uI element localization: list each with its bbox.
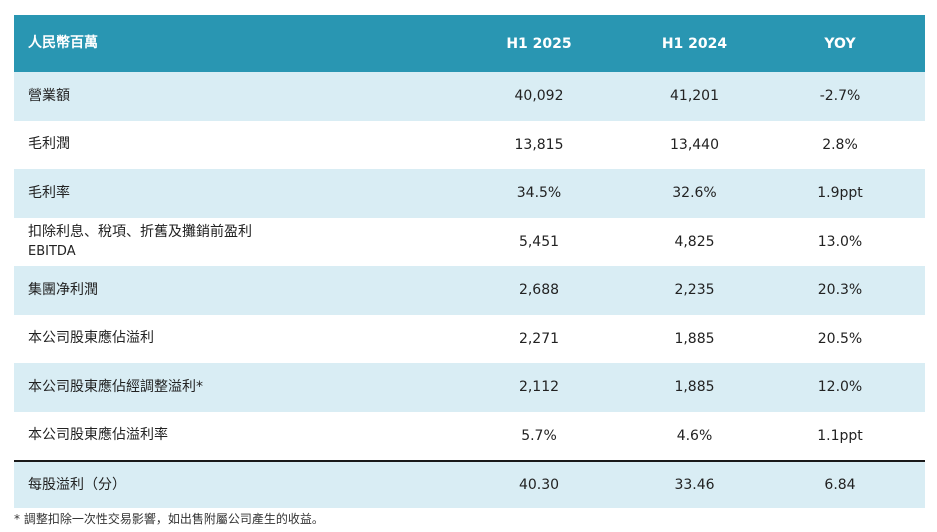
row-label: 本公司股東應佔溢利 — [28, 330, 154, 347]
value-h1-2024: 1,885 — [674, 330, 715, 347]
value-yoy: -2.7% — [819, 88, 861, 105]
row-label: 毛利率 — [28, 184, 70, 201]
value-yoy: 20.3% — [817, 282, 863, 299]
value-yoy: 1.9ppt — [817, 185, 863, 202]
value-h1-2025: 2,271 — [518, 330, 560, 347]
value-h1-2025: 34.5% — [516, 185, 562, 202]
value-h1-2024: 32.6% — [672, 185, 717, 202]
value-yoy: 12.0% — [817, 379, 863, 396]
value-h1-2024: 13,440 — [670, 136, 719, 153]
row-label: 本公司股東應佔經調整溢利* — [28, 378, 203, 395]
value-h1-2024: 1,885 — [674, 379, 715, 396]
value-h1-2024: 4,825 — [674, 233, 715, 250]
row-label: 營業額 — [28, 87, 70, 104]
header-h1-2025: H1 2025 — [506, 35, 572, 52]
value-yoy: 13.0% — [817, 233, 863, 250]
table-header: 人民幣百萬 H1 2025 H1 2024 YOY — [14, 15, 925, 72]
value-h1-2025: 2,688 — [518, 282, 560, 299]
value-h1-2024: 33.46 — [674, 477, 715, 493]
table-row: 本公司股東應佔溢利 2,271 1,885 20.5% — [14, 315, 925, 364]
value-yoy: 20.5% — [817, 330, 863, 347]
table-row: 毛利潤 13,815 13,440 2.8% — [14, 121, 925, 170]
financial-summary-table: 人民幣百萬 H1 2025 H1 2024 YOY 營業額 40,092 41,… — [14, 15, 925, 508]
value-h1-2025: 40,092 — [514, 88, 564, 105]
value-h1-2024: 4.6% — [676, 427, 713, 444]
table-row: 本公司股東應佔經調整溢利* 2,112 1,885 12.0% — [14, 363, 925, 412]
value-yoy: 1.1ppt — [817, 427, 863, 444]
header-h1-2024: H1 2024 — [661, 35, 728, 52]
table-row: 扣除利息、稅項、折舊及攤銷前盈利 EBITDA 5,451 4,825 13.0… — [14, 218, 925, 267]
footnote: * 調整扣除一次性交易影響，如出售附屬公司產生的收益。 — [14, 512, 324, 526]
table-row: 本公司股東應佔溢利率 5.7% 4.6% 1.1ppt — [14, 412, 925, 461]
row-label: 扣除利息、稅項、折舊及攤銷前盈利 EBITDA — [14, 223, 444, 261]
row-label: 每股溢利（分） — [28, 476, 126, 493]
row-label: 本公司股東應佔溢利率 — [28, 427, 168, 444]
value-h1-2025: 40.30 — [518, 477, 560, 493]
row-label-sub: EBITDA — [28, 243, 76, 259]
value-h1-2025: 5.7% — [521, 427, 557, 444]
table-row-total: 每股溢利（分） 40.30 33.46 6.84 — [14, 460, 925, 508]
value-h1-2024: 2,235 — [674, 282, 715, 299]
value-h1-2025: 5,451 — [518, 233, 560, 250]
table-row: 營業額 40,092 41,201 -2.7% — [14, 72, 925, 121]
value-h1-2025: 13,815 — [514, 136, 564, 153]
value-yoy: 2.8% — [822, 136, 858, 153]
header-yoy: YOY — [824, 35, 856, 52]
row-label-main: 扣除利息、稅項、折舊及攤銷前盈利 — [28, 223, 252, 240]
row-label: 集團净利潤 — [28, 281, 98, 298]
value-yoy: 6.84 — [824, 477, 856, 493]
row-label: 毛利潤 — [28, 136, 70, 153]
value-h1-2024: 41,201 — [670, 88, 719, 105]
table-row: 毛利率 34.5% 32.6% 1.9ppt — [14, 169, 925, 218]
header-unit: 人民幣百萬 — [28, 35, 98, 51]
value-h1-2025: 2,112 — [518, 379, 560, 396]
table-row: 集團净利潤 2,688 2,235 20.3% — [14, 266, 925, 315]
